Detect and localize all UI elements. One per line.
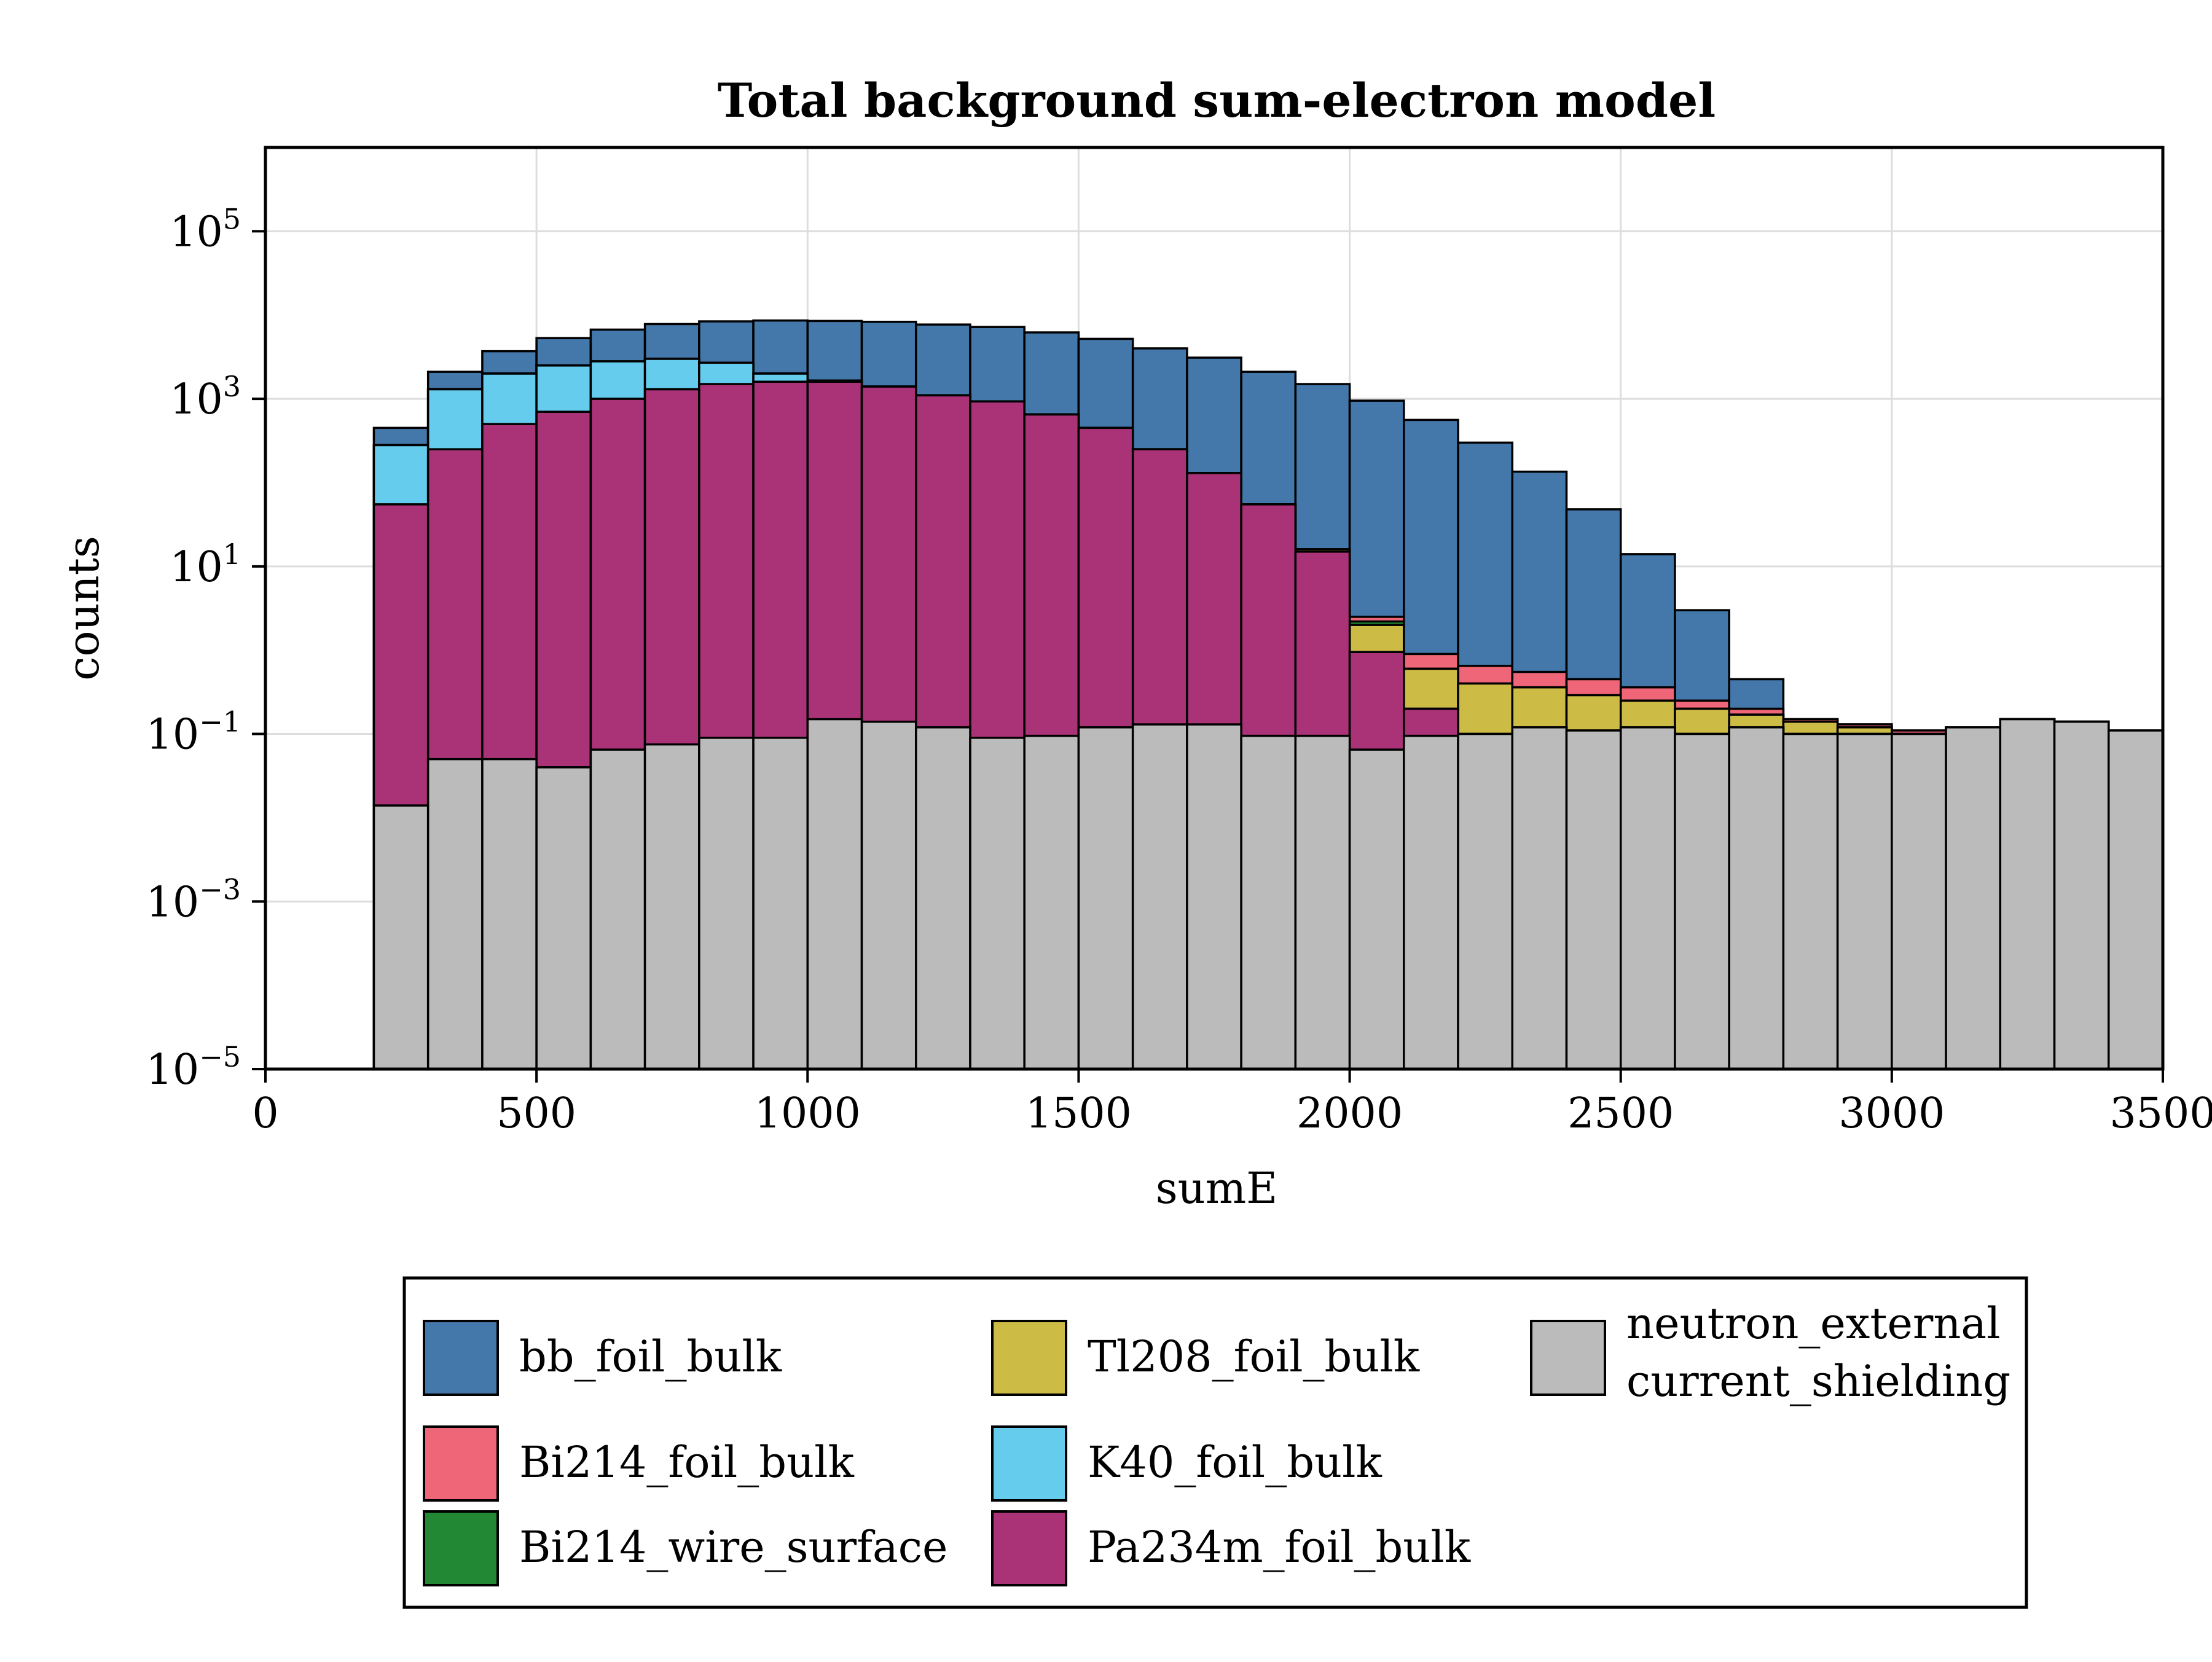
bar-neutron-external-bin — [1403, 734, 1459, 1070]
axes: 0 500 1000 1500 2000 2500 3000 3500 105 103 101 10−… — [146, 146, 2212, 1138]
bar-neutron-external-bin — [481, 758, 538, 1070]
histogram-bars — [372, 319, 2164, 1070]
x-tick-label: 3500 — [2109, 1089, 2212, 1138]
bar-neutron-external-bin — [1836, 732, 1893, 1070]
legend-label: neutron_external current_shielding — [1626, 1298, 2010, 1406]
x-tick-label: 500 — [496, 1089, 576, 1138]
bar-neutron-external-bin — [589, 748, 646, 1070]
legend: bb_foil_bulk Bi214_foil_bulk Bi214_wire_su… — [402, 1276, 2028, 1609]
legend-swatch — [991, 1510, 1067, 1586]
plot-frame — [264, 146, 2165, 1071]
x-tick-label: 3000 — [1838, 1089, 1945, 1138]
x-tick-label: 1500 — [1026, 1089, 1132, 1138]
bar-neutron-external-bin — [1674, 732, 1730, 1070]
legend-swatch — [423, 1425, 499, 1502]
bar-neutron-external-bin — [372, 804, 429, 1070]
bar-neutron-external-bin — [1131, 723, 1188, 1070]
bar-neutron-external-bin — [643, 743, 700, 1070]
bar-neutron-external-bin — [1891, 732, 1947, 1070]
y-tick-label: 10−1 — [146, 705, 241, 759]
legend-label: Tl208_foil_bulk — [1088, 1331, 1420, 1382]
y-tick-label: 103 — [170, 370, 241, 424]
y-axis-label: counts — [58, 536, 109, 681]
x-tick-label: 1000 — [755, 1089, 861, 1138]
bar-neutron-external-bin — [2108, 729, 2164, 1070]
x-tick-label: 0 — [252, 1089, 278, 1138]
y-tick-label: 105 — [170, 202, 241, 256]
bar-neutron-external-bin — [1565, 729, 1622, 1070]
bar-neutron-external-bin — [1186, 723, 1242, 1070]
legend-label: Bi214_foil_bulk — [519, 1437, 855, 1488]
bar-neutron-external-bin — [860, 720, 917, 1070]
bar-neutron-external-bin — [914, 726, 971, 1070]
bar-neutron-external-bin — [806, 718, 863, 1070]
bar-neutron-external-bin — [1511, 726, 1568, 1070]
bar-neutron-external-bin — [1077, 726, 1134, 1070]
bar-neutron-external-bin — [1945, 726, 2002, 1070]
bar-neutron-external-bin — [1348, 748, 1405, 1070]
bar-neutron-external-bin — [426, 758, 484, 1070]
bar-neutron-external-bin — [1294, 734, 1351, 1070]
x-tick-label: 2500 — [1567, 1089, 1674, 1138]
bar-neutron-external-bin — [698, 737, 755, 1070]
bar-neutron-external-bin — [1728, 726, 1785, 1070]
legend-swatch — [991, 1320, 1067, 1396]
legend-label: Bi214_wire_surface — [519, 1522, 947, 1572]
bar-neutron-external-bin — [1240, 734, 1297, 1070]
legend-label: K40_foil_bulk — [1088, 1437, 1382, 1488]
bar-neutron-external-bin — [1619, 726, 1676, 1070]
bar-neutron-external-bin — [1023, 734, 1080, 1070]
bar-neutron-external-bin — [1999, 718, 2056, 1070]
bar-neutron-external-bin — [969, 737, 1026, 1070]
legend-box — [402, 1276, 2028, 1609]
legend-swatch — [423, 1510, 499, 1586]
y-tick-label: 10−5 — [146, 1040, 241, 1094]
x-tick-label: 2000 — [1296, 1089, 1403, 1138]
legend-label: Pa234m_foil_bulk — [1088, 1522, 1471, 1572]
y-tick-label: 10−3 — [146, 872, 241, 927]
bar-neutron-external-bin — [535, 766, 592, 1070]
legend-swatch — [991, 1425, 1067, 1502]
chart-title: Total background sum-electron model — [718, 73, 1716, 128]
bar-neutron-external-bin — [1782, 732, 1839, 1070]
y-tick-label: 101 — [170, 538, 241, 592]
bar-neutron-external-bin — [752, 737, 809, 1070]
x-axis-label: sumE — [1156, 1163, 1277, 1213]
legend-label: bb_foil_bulk — [519, 1331, 782, 1382]
legend-swatch — [423, 1320, 499, 1396]
legend-swatch — [1530, 1320, 1606, 1396]
bar-neutron-external-bin — [1457, 732, 1514, 1070]
bar-neutron-external-bin — [2053, 720, 2110, 1070]
